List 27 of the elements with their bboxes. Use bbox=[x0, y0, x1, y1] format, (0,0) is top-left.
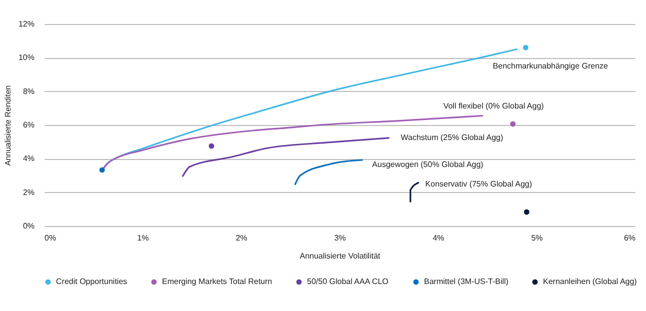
legend-label: Emerging Markets Total Return bbox=[162, 277, 272, 286]
x-axis-title: Annualisierte Volatilität bbox=[300, 252, 382, 260]
x-tick-label: 3% bbox=[334, 234, 346, 242]
y-tick-label: 10% bbox=[18, 53, 34, 62]
x-tick-label: 6% bbox=[624, 234, 636, 242]
y-tick-label: 2% bbox=[22, 188, 34, 197]
y-axis-title: Annualisierte Renditen bbox=[3, 85, 12, 166]
series-label: Benchmarkunabhängige Grenze bbox=[492, 61, 609, 70]
series-label: Ausgewogen (50% Global Agg) bbox=[372, 160, 484, 170]
series-label: Konservativ (75% Global Agg) bbox=[425, 180, 532, 189]
x-tick-label: 1% bbox=[137, 234, 149, 242]
y-tick-label: 6% bbox=[22, 120, 34, 130]
x-tick-label: 0% bbox=[44, 234, 56, 242]
x-tick-label: 4% bbox=[432, 234, 444, 242]
series-label: Voll flexibel (0% Global Agg) bbox=[443, 102, 544, 111]
y-tick-label: 4% bbox=[22, 154, 34, 164]
x-tick-label: 5% bbox=[531, 234, 543, 242]
y-tick-label: 8% bbox=[22, 86, 34, 96]
legend-label: 50/50 Global AAA CLO bbox=[307, 277, 388, 286]
series-label: Wachstum (25% Global Agg) bbox=[400, 132, 504, 142]
y-tick-label: 0% bbox=[22, 222, 34, 230]
legend-label: Credit Opportunities bbox=[56, 277, 128, 286]
line-series bbox=[294, 159, 363, 186]
legend-label: Barmittel (3M-US-T-Bill) bbox=[424, 277, 509, 286]
y-tick-label: 12% bbox=[18, 20, 34, 28]
x-tick-label: 2% bbox=[236, 234, 248, 242]
legend-label: Kernanleihen (Global Agg) bbox=[543, 277, 638, 286]
